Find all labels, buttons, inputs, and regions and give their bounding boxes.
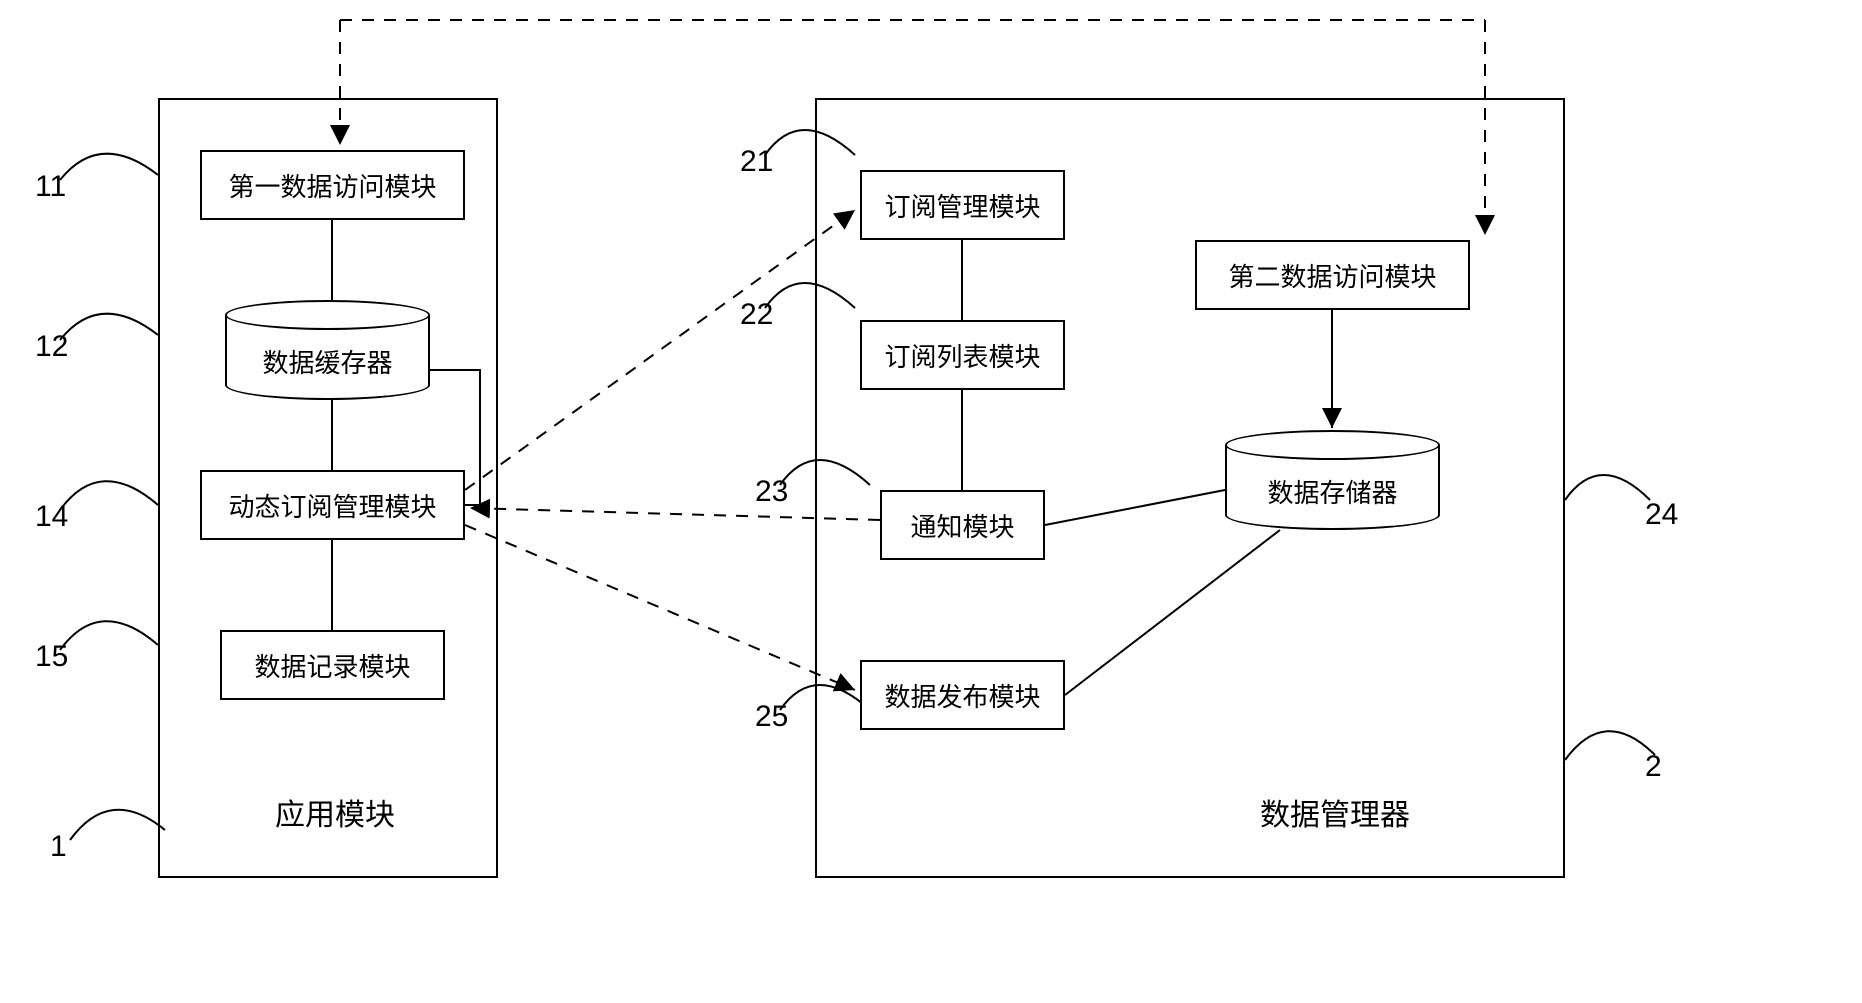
module-label: 动态订阅管理模块	[228, 487, 436, 524]
module-label: 通知模块	[910, 507, 1014, 544]
module-data-record: 数据记录模块	[220, 630, 445, 700]
callout-22: 22	[740, 298, 773, 332]
module-data-publish: 数据发布模块	[860, 660, 1065, 730]
diagram-root: 应用模块 数据管理器 第一数据访问模块 动态订阅管理模块 数据记录模块 订阅管理…	[0, 0, 1862, 1003]
callout-12: 12	[35, 330, 68, 364]
module-dynamic-subscribe: 动态订阅管理模块	[200, 470, 465, 540]
callout-15: 15	[35, 640, 68, 674]
cylinder-label: 数据存储器	[1267, 473, 1397, 510]
module-label: 订阅列表模块	[884, 337, 1040, 374]
callout-14: 14	[35, 500, 68, 534]
module-first-data-access: 第一数据访问模块	[200, 150, 465, 220]
callout-21: 21	[740, 145, 773, 179]
callout-1: 1	[50, 830, 67, 864]
cylinder-data-cache: 数据缓存器	[225, 300, 430, 400]
callout-24: 24	[1645, 498, 1678, 532]
cylinder-label: 数据缓存器	[262, 343, 392, 380]
module-second-data-access: 第二数据访问模块	[1195, 240, 1470, 310]
cylinder-data-storage: 数据存储器	[1225, 430, 1440, 530]
callout-23: 23	[755, 475, 788, 509]
left-container-label: 应用模块	[275, 790, 395, 834]
callout-2: 2	[1645, 750, 1662, 784]
callout-25: 25	[755, 700, 788, 734]
right-container-label: 数据管理器	[1260, 790, 1410, 834]
module-label: 数据记录模块	[254, 647, 410, 684]
module-notify: 通知模块	[880, 490, 1045, 560]
module-label: 第二数据访问模块	[1228, 257, 1436, 294]
module-subscribe-list: 订阅列表模块	[860, 320, 1065, 390]
module-label: 第一数据访问模块	[228, 167, 436, 204]
module-subscribe-manage: 订阅管理模块	[860, 170, 1065, 240]
module-label: 订阅管理模块	[884, 187, 1040, 224]
callout-11: 11	[35, 170, 66, 204]
module-label: 数据发布模块	[884, 677, 1040, 714]
